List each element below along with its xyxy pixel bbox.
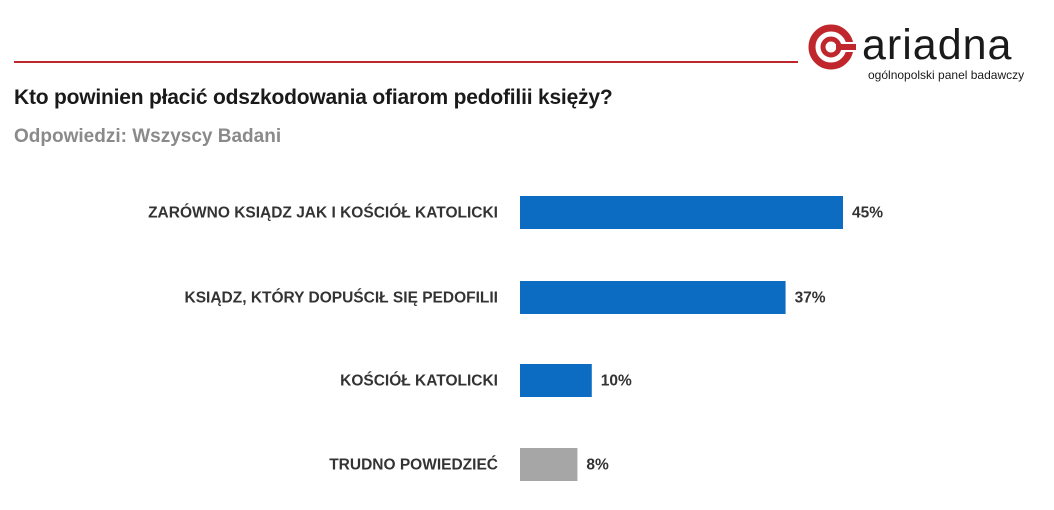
page-subtitle: Odpowiedzi: Wszyscy Badani xyxy=(14,126,282,147)
header-divider xyxy=(14,61,798,63)
page-title: Kto powinien płacić odszkodowania ofiaro… xyxy=(14,86,613,109)
brand-name: ariadna xyxy=(862,21,1013,69)
brand-tagline: ogólnopolski panel badawczy xyxy=(868,68,1025,82)
value-label: 10% xyxy=(601,373,632,390)
bar xyxy=(520,281,786,314)
category-label: ZARÓWNO KSIĄDZ JAK I KOŚCIÓŁ KATOLICKI xyxy=(148,204,498,222)
value-label: 45% xyxy=(852,205,883,222)
bar xyxy=(520,196,843,229)
bar xyxy=(520,448,578,481)
brand-logo: ariadna ogólnopolski panel badawczy xyxy=(806,22,1046,82)
ariadna-logo-icon xyxy=(808,24,856,70)
value-label: 8% xyxy=(586,457,609,474)
category-label: KOŚCIÓŁ KATOLICKI xyxy=(340,372,498,390)
category-label: KSIĄDZ, KTÓRY DOPUŚCIŁ SIĘ PEDOFILII xyxy=(185,289,498,307)
bar xyxy=(520,364,592,397)
value-label: 37% xyxy=(795,290,826,307)
category-label: TRUDNO POWIEDZIEĆ xyxy=(329,456,498,474)
